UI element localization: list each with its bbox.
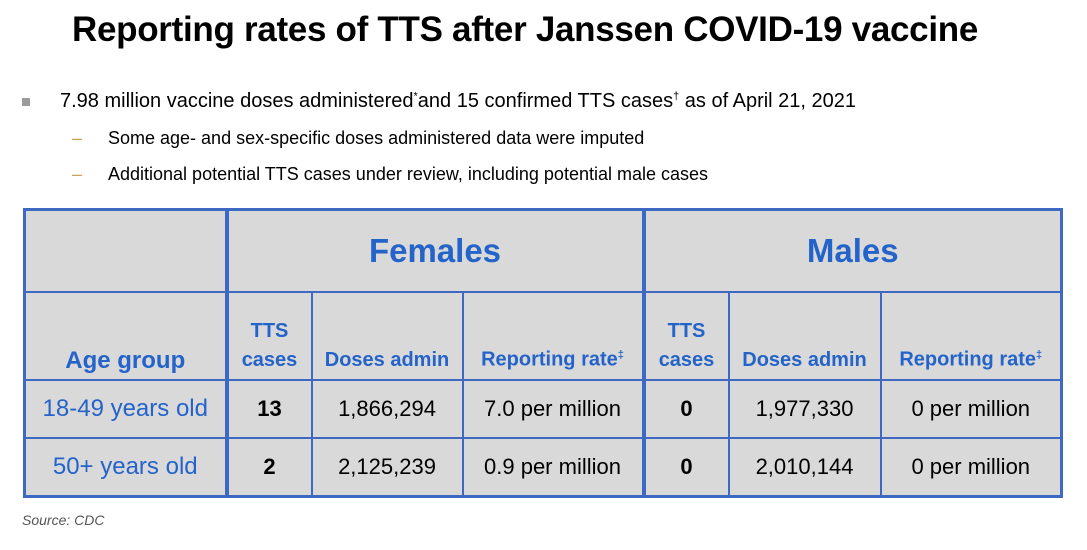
female-doses-cell: 1,866,294: [310, 379, 464, 439]
male-reporting-rate-header: Reporting rate‡: [879, 291, 1063, 381]
male-tts-cases-cell: 0: [641, 379, 730, 439]
page-title: Reporting rates of TTS after Janssen COV…: [71, 10, 979, 49]
female-tts-cases-header: TTS cases: [224, 291, 313, 381]
male-rate-cell: 0 per million: [879, 437, 1063, 498]
female-rate-cell: 0.9 per million: [461, 437, 645, 498]
sub-bullet-text: Some age- and sex-specific doses adminis…: [108, 128, 645, 148]
female-tts-cases-cell: 2: [224, 437, 313, 498]
footnote-mark-double-dagger: ‡: [617, 349, 624, 362]
female-reporting-rate-header: Reporting rate‡: [461, 291, 645, 381]
females-group-header: Females: [224, 208, 645, 293]
male-doses-cell: 2,010,144: [727, 437, 882, 498]
bullet-main-part1: 7.98 million vaccine doses administered: [60, 90, 414, 112]
bullet-list: 7.98 million vaccine doses administered*…: [20, 90, 1080, 200]
sub-bullet-under-review: – Additional potential TTS cases under r…: [20, 164, 1080, 200]
male-tts-cases-cell: 0: [641, 437, 730, 498]
sub-bullet-imputed: – Some age- and sex-specific doses admin…: [20, 128, 1080, 164]
age-group-header: Age group: [23, 291, 228, 381]
footnote-mark-dagger: †: [673, 90, 680, 103]
table-row: 50+ years old 2 2,125,239 0.9 per millio…: [23, 437, 1063, 498]
reporting-rate-label: Reporting rate: [481, 349, 618, 371]
bullet-main-text: 7.98 million vaccine doses administered*…: [60, 90, 856, 113]
age-group-cell: 18-49 years old: [23, 379, 228, 439]
dash-bullet-icon: –: [72, 164, 83, 184]
bullet-main-part2: and 15 confirmed TTS cases: [417, 90, 674, 112]
male-tts-cases-header: TTS cases: [641, 291, 730, 381]
sub-bullet-text: Additional potential TTS cases under rev…: [108, 164, 709, 184]
square-bullet-icon: [22, 98, 30, 106]
reporting-rate-label: Reporting rate: [899, 349, 1037, 371]
tts-rates-table-container: Females Males Age group TTS cases Doses …: [23, 208, 1063, 498]
female-doses-admin-header: Doses admin: [310, 291, 464, 381]
source-caption: Source: CDC: [22, 512, 105, 528]
dash-bullet-icon: –: [72, 128, 83, 148]
male-rate-cell: 0 per million: [879, 379, 1063, 439]
table-row: 18-49 years old 13 1,866,294 7.0 per mil…: [23, 379, 1063, 439]
female-tts-cases-cell: 13: [224, 379, 313, 439]
male-doses-admin-header: Doses admin: [727, 291, 882, 381]
tts-rates-table: Females Males Age group TTS cases Doses …: [23, 208, 1063, 498]
male-doses-cell: 1,977,330: [727, 379, 882, 439]
males-group-header: Males: [641, 208, 1063, 293]
bullet-main: 7.98 million vaccine doses administered*…: [20, 90, 1080, 120]
female-doses-cell: 2,125,239: [310, 437, 464, 498]
footnote-mark-asterisk: *: [413, 90, 418, 103]
bullet-main-part3: as of April 21, 2021: [679, 90, 857, 112]
empty-corner-cell: [23, 208, 228, 293]
age-group-cell: 50+ years old: [23, 437, 228, 498]
female-rate-cell: 7.0 per million: [461, 379, 645, 439]
footnote-mark-double-dagger: ‡: [1036, 349, 1043, 362]
